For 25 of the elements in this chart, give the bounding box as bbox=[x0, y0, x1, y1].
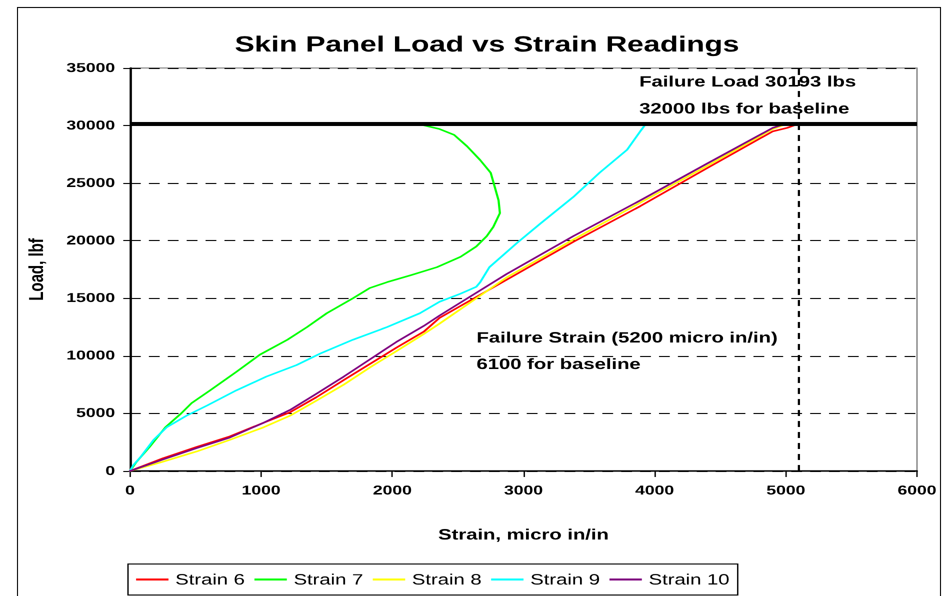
x-axis-title: Strain, micro in/in bbox=[438, 526, 609, 543]
x-tick-label: 6000 bbox=[898, 483, 936, 498]
y-tick-label: 15000 bbox=[66, 291, 116, 306]
x-tick-label: 4000 bbox=[635, 483, 674, 498]
legend-label: Strain 8 bbox=[412, 571, 482, 588]
legend-label: Strain 9 bbox=[530, 571, 600, 588]
legend-label: Strain 10 bbox=[648, 571, 730, 588]
y-tick-label: 10000 bbox=[66, 348, 116, 364]
chart-title: Skin Panel Load vs Strain Readings bbox=[234, 31, 740, 57]
x-tick-label: 5000 bbox=[766, 483, 806, 498]
ref-line-label: Failure Strain (5200 micro in/in) 6100 for baseline bbox=[476, 328, 778, 373]
y-tick-label: 0 bbox=[105, 464, 116, 478]
legend-label: Strain 7 bbox=[294, 571, 364, 588]
x-tick-label: 2000 bbox=[372, 483, 412, 498]
y-tick-label: 35000 bbox=[66, 60, 116, 76]
x-tick-label: 0 bbox=[125, 483, 135, 498]
ref-line-label: Failure Load 30193 lbs 32000 lbs for baseline bbox=[639, 72, 856, 117]
y-tick-label: 30000 bbox=[66, 118, 116, 133]
y-tick-label: 5000 bbox=[76, 406, 116, 421]
x-tick-label: 1000 bbox=[242, 483, 281, 498]
y-tick-label: 25000 bbox=[66, 176, 116, 190]
y-axis-title: Load, lbf bbox=[24, 238, 48, 301]
x-tick-label: 3000 bbox=[504, 483, 543, 498]
legend-label: Strain 6 bbox=[175, 571, 246, 588]
y-tick-label: 20000 bbox=[66, 234, 116, 248]
